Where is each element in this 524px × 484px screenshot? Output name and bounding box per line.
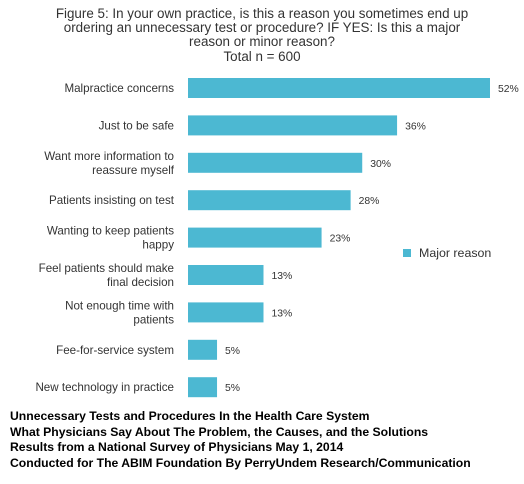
value-label: 52% — [498, 84, 519, 95]
value-label: 28% — [359, 196, 380, 207]
value-label: 13% — [272, 308, 293, 319]
category-label: Feel patients should make final decision — [39, 262, 174, 289]
value-label: 23% — [330, 234, 351, 245]
bar-chart: Malpractice concerns 52% Just to be safe 36… — [35, 78, 519, 398]
category-label: Patients insisting on test — [49, 194, 175, 207]
category-label: Malpractice concerns — [64, 82, 174, 95]
legend-swatch — [403, 249, 411, 257]
category-label: Want more information to reassure myself — [44, 150, 175, 177]
category-label: Not enough time with patients — [65, 299, 174, 326]
value-label: 36% — [405, 121, 426, 132]
category-label: New technology in practice — [35, 381, 174, 394]
bar — [188, 265, 264, 285]
value-label: 5% — [225, 346, 240, 357]
category-label: Fee-for-service system — [56, 344, 174, 357]
bar — [188, 227, 322, 248]
category-label: Just to be safe — [99, 119, 174, 132]
legend-label: Major reason — [419, 246, 492, 260]
footer-line: What Physicians Say About The Problem, t… — [10, 424, 429, 439]
bar — [188, 152, 363, 173]
title-line: ordering an unnecessary test or procedur… — [63, 20, 461, 36]
source-footer: Unnecessary Tests and Procedures In the … — [10, 409, 471, 471]
bar — [188, 115, 398, 136]
footer-line: Unnecessary Tests and Procedures In the … — [10, 409, 370, 423]
value-label: 5% — [225, 383, 240, 394]
chart-title: Figure 5: In your own practice, is this … — [0, 6, 524, 64]
bar — [188, 190, 351, 211]
value-label: 13% — [272, 271, 293, 282]
bar — [188, 339, 218, 360]
category-label: Wanting to keep patients happy — [47, 225, 174, 252]
footer-line: Results from a National Survey of Physic… — [10, 440, 344, 455]
title-line: reason or minor reason? — [189, 34, 335, 50]
legend: Major reason — [403, 246, 491, 260]
bar — [188, 377, 218, 398]
footer-line: Conducted for The ABIM Foundation By Per… — [10, 455, 471, 470]
bar — [188, 78, 490, 98]
title-line: Figure 5: In your own practice, is this … — [55, 6, 469, 21]
bar — [188, 302, 264, 323]
title-line: Total n = 600 — [223, 48, 301, 64]
value-label: 30% — [370, 159, 391, 170]
